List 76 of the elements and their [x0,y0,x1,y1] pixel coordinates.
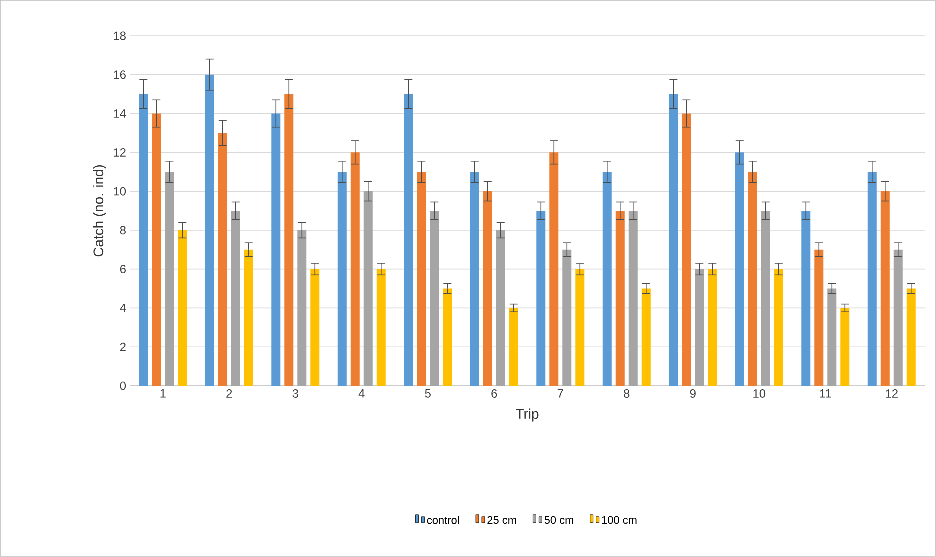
bar [906,288,916,386]
x-tick-label: 5 [425,390,431,398]
bar [550,152,559,386]
bar [376,269,386,386]
bar [682,114,692,386]
bar [244,250,254,386]
bar [828,288,837,386]
x-axis-title: Trip [516,408,539,422]
bar [496,230,506,386]
bar [430,210,440,386]
bar [669,94,678,386]
legend-label: control [427,516,460,524]
bar [509,308,518,386]
y-tick-label: 12 [114,148,126,157]
legend-label: 50 cm [544,516,574,524]
bar [298,230,307,386]
bar [695,269,704,386]
y-tick-label: 4 [120,304,126,312]
bar [761,210,770,386]
bar [139,94,148,386]
bar [310,269,320,386]
y-tick-label: 14 [114,110,126,118]
x-tick-label: 6 [492,390,498,398]
x-tick-label: 11 [820,390,832,398]
bar [868,172,877,386]
bar [735,152,744,386]
bar [165,172,174,386]
bar [602,172,612,386]
bar [748,172,758,386]
bar [404,94,414,386]
bar [470,172,480,386]
bar [443,288,452,386]
y-tick-label: 2 [120,342,126,352]
x-tick-label: 3 [292,390,298,398]
bar [152,114,162,386]
bar [338,172,347,386]
y-tick-label: 16 [114,70,126,80]
bar [628,210,638,386]
bar [364,192,373,386]
x-tick-label: 9 [690,390,696,398]
y-tick-label: 18 [114,32,126,40]
legend-label: 25 cm [488,516,516,524]
bar [284,94,294,386]
bar [272,114,281,386]
bar [350,152,360,386]
bar [417,172,426,386]
x-tick-label: 8 [624,390,630,398]
x-tick-label: 2 [226,390,232,398]
bar [880,192,890,386]
bar [178,230,188,386]
x-tick-label: 10 [754,390,766,398]
x-tick-label: 7 [558,390,564,398]
x-tick-label: 4 [358,390,365,398]
bar [576,269,585,386]
bar [774,269,784,386]
legend-label: 100 cm [602,516,637,524]
y-tick-label: 0 [120,382,126,390]
bar [562,250,572,386]
bar [616,210,625,386]
bar [231,210,240,386]
bar [218,133,228,386]
bar [840,308,850,386]
bar [642,288,651,386]
bar [536,210,546,386]
x-tick-label: 1 [160,390,166,398]
bar [814,250,824,386]
bar [708,269,718,386]
bar [802,210,811,386]
y-tick-label: 8 [120,226,126,235]
bar [483,192,492,386]
y-axis-title: Catch (no. ind) [93,165,106,257]
y-tick-label: 6 [120,265,126,274]
x-tick-label: 12 [886,390,898,398]
bar [894,250,903,386]
bar [205,74,214,386]
y-tick-label: 10 [114,187,126,196]
